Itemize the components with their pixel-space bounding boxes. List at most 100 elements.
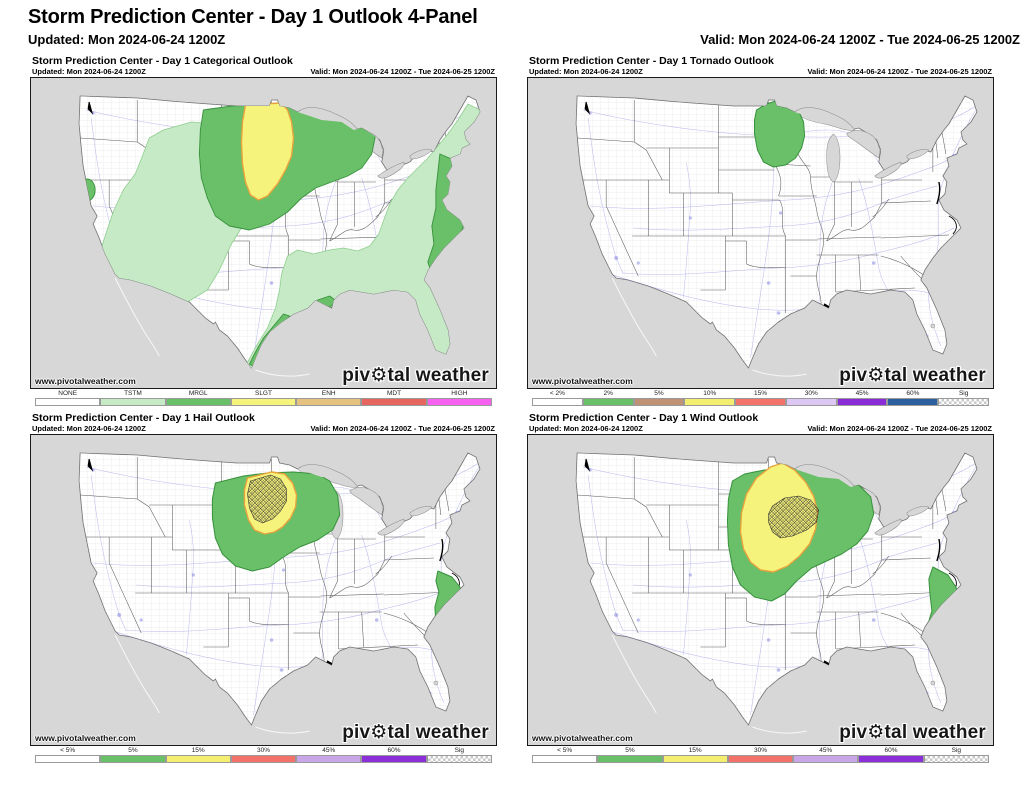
legend-item-30: 30% [727,747,794,763]
legend-item-2: 2% [582,390,634,406]
legend-swatch [230,398,297,406]
legend-swatch [532,398,583,406]
legend-tornado: < 2% 2% 5% 10% 15% 30% 45% 60% Sig [532,390,990,406]
legend-swatch [633,398,685,406]
legend-label: < 5% [60,747,76,754]
legend-item-2: < 2% [532,390,583,406]
legend-label: < 5% [557,747,573,754]
logo-text: tal weather [387,722,489,743]
legend-item-enh: ENH [296,390,362,406]
logo-text: tal weather [884,722,986,743]
panel-valid: Valid: Mon 2024-06-24 1200Z - Tue 2024-0… [310,67,495,76]
legend-label: ENH [321,390,336,397]
legend-label: TSTM [124,390,142,397]
legend-swatch [35,755,101,763]
panel-tornado: Storm Prediction Center - Day 1 Tornado … [527,55,994,406]
panel-updated: Updated: Mon 2024-06-24 1200Z [529,67,643,76]
legend-label: 45% [855,390,869,397]
legend-label: 10% [703,390,717,397]
legend-swatch [426,755,492,763]
legend-swatch [100,398,166,406]
legend-label: HIGH [451,390,468,397]
legend-item-15: 15% [165,747,231,763]
logo-text: piv [839,365,868,386]
watermark-url: www.pivotalweather.com [35,376,136,386]
map-wind: www.pivotalweather.com piv⚙tal weather [527,434,994,746]
logo-text: tal weather [884,365,986,386]
legend-label: 30% [256,747,270,754]
legend-swatch [532,755,598,763]
gear-icon: ⚙ [867,722,885,743]
legend-swatch [684,398,736,406]
legend-label: SLGT [254,390,272,397]
pivotal-weather-logo: piv⚙tal weather [839,364,986,387]
legend-hail: < 5% 5% 15% 30% 45% 60% Sig [35,747,492,763]
legend-label: 15% [191,747,205,754]
legend-swatch [836,398,888,406]
legend-label: MDT [387,390,402,397]
legend-label: 30% [804,390,818,397]
pivotal-weather-logo: piv⚙tal weather [342,721,489,744]
legend-swatch [361,755,427,763]
legend-swatch [296,398,362,406]
legend-item-45: 45% [836,390,888,406]
legend-item-30: 30% [230,747,297,763]
legend-swatch [938,398,990,406]
pivotal-weather-logo: piv⚙tal weather [839,721,986,744]
legend-item-15: 15% [735,390,786,406]
panel-valid: Valid: Mon 2024-06-24 1200Z - Tue 2024-0… [310,424,495,433]
legend-item-45: 45% [793,747,859,763]
page-updated: Updated: Mon 2024-06-24 1200Z [28,32,226,47]
legend-swatch [793,755,859,763]
panel-categorical: Storm Prediction Center - Day 1 Categori… [30,55,497,406]
legend-swatch [296,755,362,763]
gear-icon: ⚙ [370,722,388,743]
page-header: Storm Prediction Center - Day 1 Outlook … [0,0,1024,47]
legend-item-sig: Sig [938,390,990,406]
map-categorical: www.pivotalweather.com piv⚙tal weather [30,77,497,389]
legend-item-mdt: MDT [361,390,427,406]
legend-label: 15% [688,747,702,754]
legend-item-5: 5% [597,747,663,763]
map-tornado: www.pivotalweather.com piv⚙tal weather [527,77,994,389]
legend-item-45: 45% [296,747,362,763]
logo-text: piv [342,365,371,386]
legend-swatch [785,398,837,406]
legend-item-none: NONE [35,390,101,406]
panel-valid: Valid: Mon 2024-06-24 1200Z - Tue 2024-0… [807,424,992,433]
panel-title: Storm Prediction Center - Day 1 Hail Out… [32,412,255,424]
watermark-url: www.pivotalweather.com [35,733,136,743]
panel-valid: Valid: Mon 2024-06-24 1200Z - Tue 2024-0… [807,67,992,76]
legend-label: 2% [603,390,613,397]
logo-text: piv [342,722,371,743]
legend-label: 5% [654,390,664,397]
legend-label: 45% [322,747,336,754]
legend-swatch [100,755,166,763]
legend-swatch [662,755,728,763]
pivotal-weather-logo: piv⚙tal weather [342,364,489,387]
watermark-url: www.pivotalweather.com [532,733,633,743]
panel-grid: Storm Prediction Center - Day 1 Categori… [30,55,1024,763]
panel-updated: Updated: Mon 2024-06-24 1200Z [32,67,146,76]
legend-label: 5% [625,747,635,754]
legend-label: 60% [884,747,898,754]
legend-label: 5% [128,747,138,754]
panel-title: Storm Prediction Center - Day 1 Categori… [32,55,293,67]
page-valid: Valid: Mon 2024-06-24 1200Z - Tue 2024-0… [700,32,1020,47]
legend-swatch [735,398,786,406]
panel-updated: Updated: Mon 2024-06-24 1200Z [529,424,643,433]
legend-swatch [727,755,794,763]
legend-label: 60% [906,390,920,397]
legend-label: < 2% [549,390,565,397]
legend-item-60: 60% [858,747,924,763]
legend-swatch [426,398,492,406]
legend-label: Sig [454,747,465,754]
legend-label: NONE [58,390,78,397]
logo-text: tal weather [387,365,489,386]
legend-item-30: 30% [785,390,837,406]
legend-item-mrgl: MRGL [165,390,231,406]
legend-item-sig: Sig [923,747,989,763]
panel-updated: Updated: Mon 2024-06-24 1200Z [32,424,146,433]
legend-label: MRGL [188,390,208,397]
legend-item-15: 15% [662,747,728,763]
